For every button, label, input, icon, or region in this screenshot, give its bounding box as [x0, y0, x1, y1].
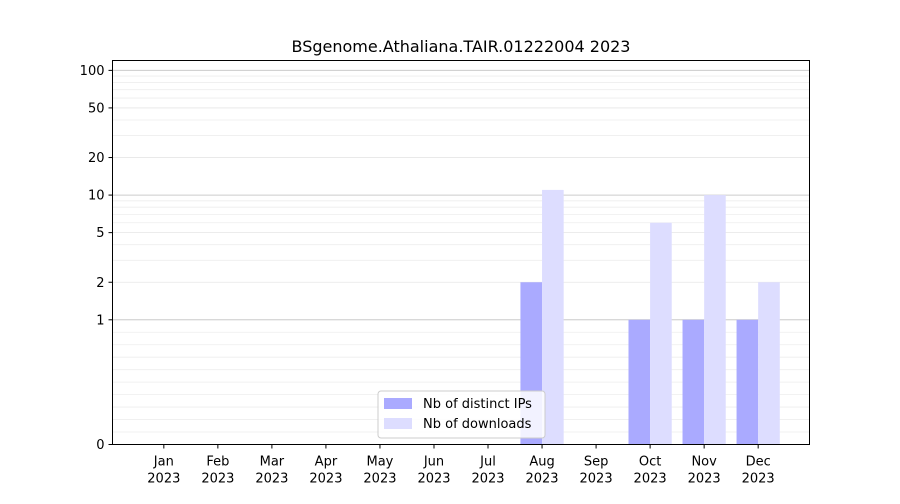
x-tick-label-year: 2023 [363, 472, 396, 487]
bar-downloads [542, 189, 564, 445]
x-tick-label-month: Oct [639, 455, 661, 470]
bar-downloads [650, 222, 672, 445]
x-tick-label-month: Mar [260, 455, 285, 470]
bar-downloads [704, 195, 726, 445]
x-axis: Jan 2023 Feb 2023 Mar 2023 Apr 2023 May 2023 Jun 20… [147, 444, 775, 487]
x-tick-label-month: Jul [479, 455, 496, 470]
x-tick-label-year: 2023 [471, 472, 504, 487]
legend-swatch [384, 418, 412, 429]
legend-label: Nb of distinct IPs [423, 397, 532, 412]
legend: Nb of distinct IPs Nb of downloads [377, 390, 546, 439]
x-tick-label-month: Jan [153, 455, 174, 470]
bar-distinct-ips [736, 319, 759, 445]
legend-box [377, 390, 546, 439]
chart-title: BSgenome.Athaliana.TAIR.01222004 2023 [292, 37, 631, 56]
y-axis: 0 1 2 5 10 20 50 100 [80, 64, 113, 453]
x-tick-label-year: 2023 [525, 472, 558, 487]
x-tick-label-month: Apr [315, 455, 338, 470]
x-tick-label-year: 2023 [417, 472, 450, 487]
y-tick-label: 10 [88, 189, 105, 204]
bar-layer [520, 189, 780, 445]
y-tick-label: 20 [88, 151, 105, 166]
x-tick-label-year: 2023 [688, 472, 721, 487]
y-tick-label: 2 [96, 276, 104, 291]
x-tick-label-month: Nov [691, 455, 717, 470]
x-tick-label-year: 2023 [309, 472, 342, 487]
y-tick-label: 1 [96, 313, 104, 328]
y-tick-label: 5 [96, 226, 104, 241]
x-tick-label-year: 2023 [147, 472, 180, 487]
x-tick-label-month: Aug [529, 455, 554, 470]
x-tick-label-month: Feb [206, 455, 229, 470]
y-tick-label: 50 [88, 101, 105, 116]
x-tick-label-year: 2023 [742, 472, 775, 487]
x-tick-label-year: 2023 [634, 472, 667, 487]
bar-downloads [758, 282, 780, 445]
bar-distinct-ips [628, 319, 651, 445]
bar-distinct-ips [682, 319, 705, 445]
x-tick-label-month: May [367, 455, 394, 470]
x-tick-label-year: 2023 [201, 472, 234, 487]
y-tick-label: 100 [80, 64, 105, 79]
x-tick-label-month: Jun [423, 455, 444, 470]
y-tick-label: 0 [96, 438, 104, 453]
x-tick-label-month: Dec [746, 455, 771, 470]
x-tick-label-year: 2023 [580, 472, 613, 487]
x-tick-label-month: Sep [584, 455, 609, 470]
x-tick-label-year: 2023 [255, 472, 288, 487]
legend-swatch [384, 398, 412, 409]
plot-frame [112, 60, 810, 445]
legend-label: Nb of downloads [423, 417, 532, 432]
